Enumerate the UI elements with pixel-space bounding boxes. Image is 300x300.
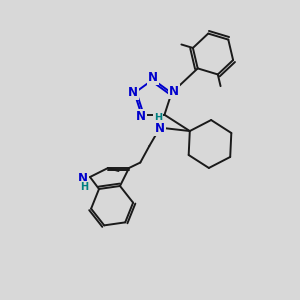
Text: N: N [128,85,138,99]
Text: N: N [77,172,88,185]
Text: N: N [155,122,165,134]
Text: N: N [169,85,179,98]
Text: N: N [148,70,158,84]
Text: H: H [80,182,88,193]
Text: N: N [136,110,146,123]
Text: H: H [154,113,162,123]
